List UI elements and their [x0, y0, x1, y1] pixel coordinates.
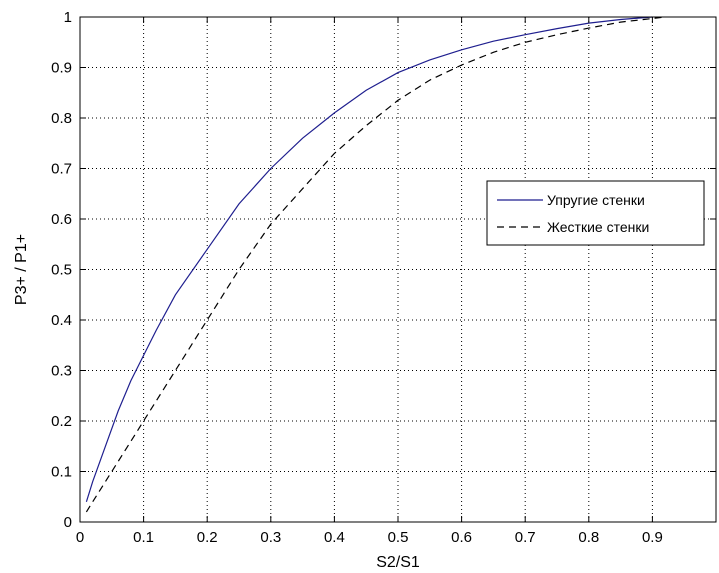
series-line-rigid — [85, 16, 666, 513]
y-axis-title: P3+ / P1+ — [13, 234, 30, 305]
y-tick-label: 0.7 — [51, 161, 72, 178]
legend-label-rigid: Жесткие стенки — [547, 219, 649, 235]
y-tick-label: 0.5 — [51, 262, 72, 279]
x-tick-label: 0.6 — [451, 529, 472, 546]
legend: Упругие стенки Жесткие стенки — [486, 180, 705, 246]
y-tick-label: 1 — [64, 9, 72, 26]
x-tick-label: 0.4 — [324, 529, 345, 546]
x-tick-label: 0 — [76, 529, 84, 546]
series-line-elastic — [85, 16, 653, 502]
y-tick-labels: 0 0.1 0.2 0.3 0.4 0.5 0.6 0.7 0.8 0.9 1 — [51, 9, 72, 531]
y-tick-label: 0.1 — [51, 464, 72, 481]
ticks — [79, 16, 716, 523]
x-tick-label: 0.3 — [260, 529, 281, 546]
y-tick-label: 0.3 — [51, 363, 72, 380]
x-tick-label: 0.2 — [197, 529, 218, 546]
y-tick-label: 0.8 — [51, 110, 72, 127]
x-axis-title: S2/S1 — [376, 554, 420, 571]
x-tick-label: 0.9 — [642, 529, 663, 546]
x-tick-label: 0.1 — [133, 529, 154, 546]
x-tick-label: 0.8 — [578, 529, 599, 546]
x-tick-label: 0.7 — [515, 529, 536, 546]
x-tick-labels: 0 0.1 0.2 0.3 0.4 0.5 0.6 0.7 0.8 0.9 — [76, 529, 663, 546]
legend-box — [486, 180, 705, 246]
series-layer — [85, 16, 666, 513]
grid — [80, 17, 716, 522]
x-tick-label: 0.5 — [388, 529, 409, 546]
y-tick-label: 0 — [64, 514, 72, 531]
y-tick-label: 0.9 — [51, 60, 72, 77]
legend-label-elastic: Упругие стенки — [547, 192, 645, 208]
y-tick-label: 0.4 — [51, 312, 72, 329]
y-tick-label: 0.2 — [51, 413, 72, 430]
y-tick-label: 0.6 — [51, 211, 72, 228]
